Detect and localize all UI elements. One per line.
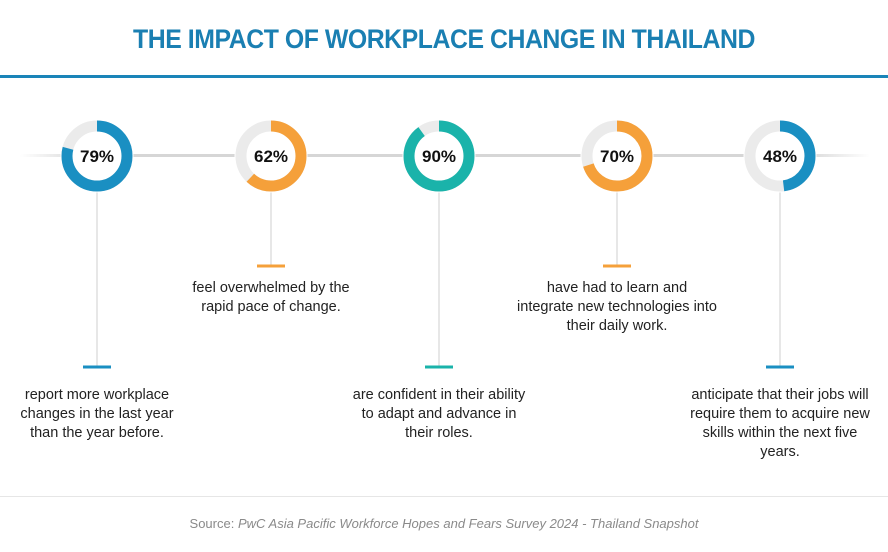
stem-marker [603,264,631,268]
percent-label: 62% [254,147,288,166]
donut-value-arc [744,120,816,192]
title-underline [0,75,888,78]
stat-description: feel overwhelmed by the rapid pace of ch… [192,280,350,315]
donut-value-arc [581,120,653,192]
stem-marker [766,365,794,369]
stem-marker [425,365,453,369]
source-prefix: Source: [189,516,238,531]
stem-marker [83,365,111,369]
donut-chart-group: 79% 62% 90% 70% 48% [60,119,817,369]
percent-label: 79% [80,147,114,166]
donut-value-arc [235,120,307,192]
stat-description: anticipate that their jobs will require … [690,387,870,460]
donut-value-arc [403,120,475,192]
source-note: Source: PwC Asia Pacific Workforce Hopes… [0,516,888,531]
percent-label: 90% [422,147,456,166]
percent-label: 48% [763,147,797,166]
stat-description: are confident in their ability to adapt … [352,387,526,441]
percent-label: 70% [600,147,634,166]
source-text: PwC Asia Pacific Workforce Hopes and Fea… [237,516,699,531]
stat-description: have had to learn and integrate new tech… [517,280,717,334]
stem-marker [257,264,285,268]
stat-description: report more workplace changes in the las… [20,387,174,441]
donut-value-arc [61,120,133,192]
page-title: THE IMPACT OF WORKPLACE CHANGE IN THAILA… [133,24,755,54]
footer-divider [0,496,888,497]
